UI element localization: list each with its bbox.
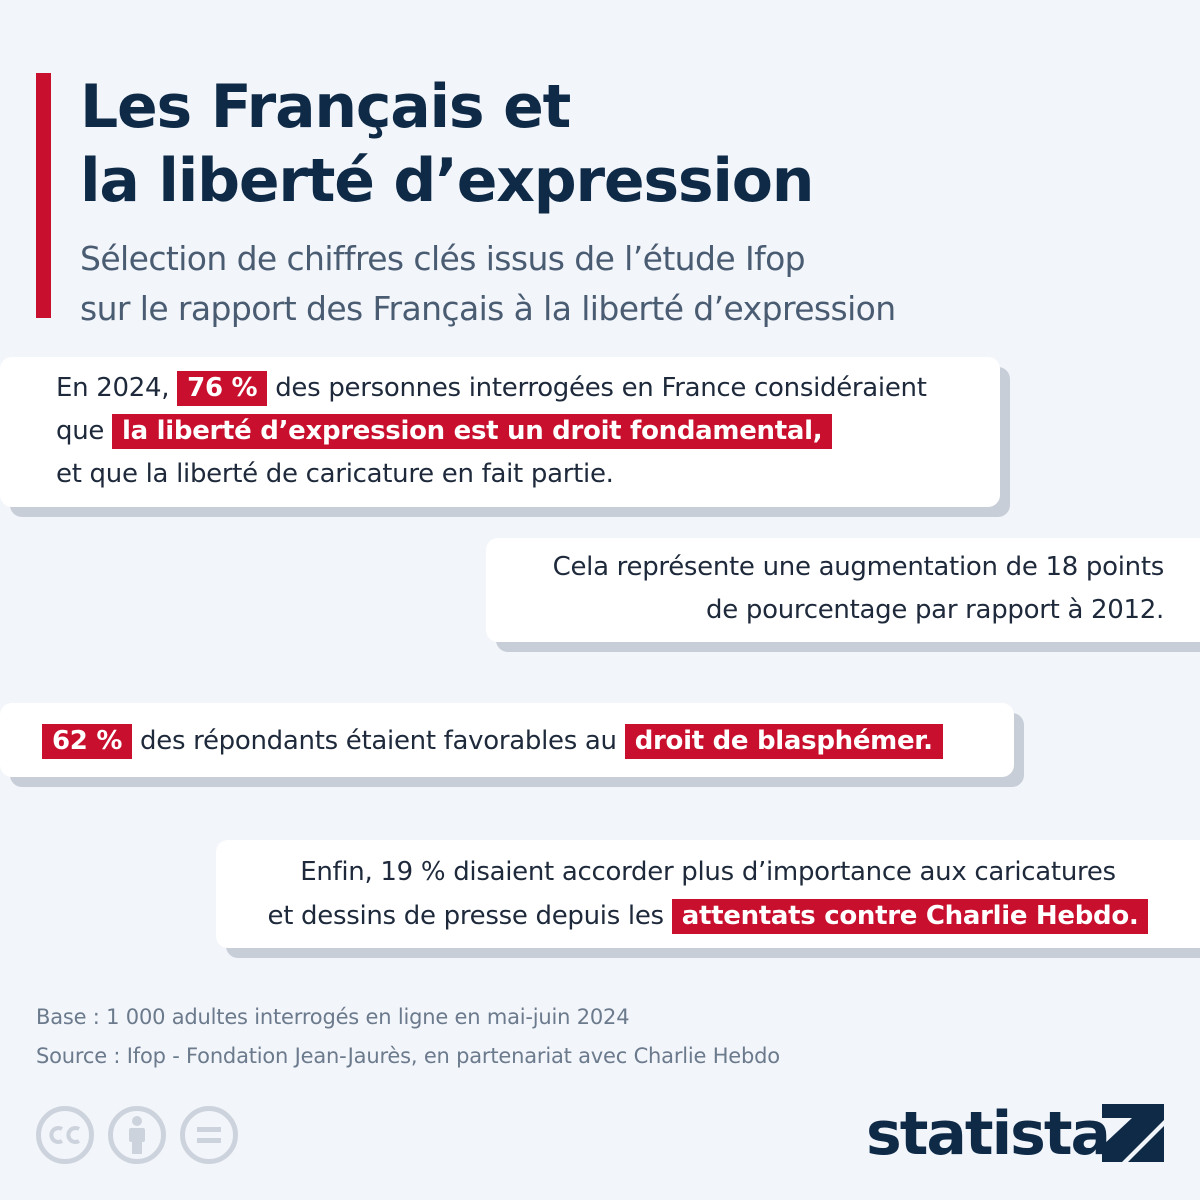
highlight-fundamental-right: la liberté d’expression est un droit fon… (112, 414, 833, 449)
title-line-2: la liberté d’expression (80, 146, 814, 216)
attribution-icon[interactable] (108, 1106, 166, 1164)
title-accent-bar (36, 73, 51, 318)
fact-card-blasphemy: 62 % des répondants étaient favorables a… (0, 703, 1014, 777)
subtitle-line-2: sur le rapport des Français à la liberté… (80, 289, 896, 328)
subtitle-line-1: Sélection de chiffres clés issus de l’ét… (80, 239, 806, 278)
statista-logo[interactable]: statista (866, 1096, 1166, 1176)
fact-text: des personnes interrogées en France cons… (267, 373, 927, 403)
source-note: Source : Ifop - Fondation Jean-Jaurès, e… (36, 1044, 780, 1068)
fact-line: Enfin, 19 % disaient accorder plus d’imp… (300, 857, 1116, 887)
fact-text: et dessins de presse depuis les (267, 901, 672, 931)
page-title: Les Français et la liberté d’expression (80, 70, 1160, 218)
highlight-62-percent: 62 % (42, 724, 133, 759)
fact-text: que (56, 416, 113, 446)
logo-wordmark: statista (866, 1099, 1111, 1169)
fact-line: que la liberté d’expression est un droit… (56, 410, 1000, 453)
cc-icon[interactable] (36, 1106, 94, 1164)
highlight-76-percent: 76 % (177, 371, 268, 406)
fact-line: Cela représente une augmentation de 18 p… (552, 552, 1165, 582)
fact-card-charlie-hebdo: Enfin, 19 % disaient accorder plus d’imp… (216, 840, 1200, 948)
highlight-blasphemy: droit de blasphémer. (624, 724, 943, 759)
fact-line: 62 % des répondants étaient favorables a… (42, 719, 1014, 763)
source-notes: Base : 1 000 adultes interrogés en ligne… (36, 998, 780, 1076)
fact-card-increase: Cela représente une augmentation de 18 p… (486, 538, 1200, 642)
fact-card-fundamental-right: En 2024, 76 % des personnes interrogées … (0, 357, 1000, 507)
fact-line: et dessins de presse depuis les attentat… (238, 894, 1178, 938)
fact-text: En 2024, (56, 373, 178, 403)
title-line-1: Les Français et (80, 72, 571, 142)
fact-line: En 2024, 76 % des personnes interrogées … (56, 367, 1000, 410)
base-note: Base : 1 000 adultes interrogés en ligne… (36, 1005, 630, 1029)
page-subtitle: Sélection de chiffres clés issus de l’ét… (80, 234, 1180, 334)
fact-line: et que la liberté de caricature en fait … (56, 459, 614, 489)
statista-mark-icon (1102, 1104, 1164, 1162)
no-derivatives-icon[interactable] (180, 1106, 238, 1164)
highlight-charlie-hebdo: attentats contre Charlie Hebdo. (671, 899, 1149, 934)
fact-line: de pourcentage par rapport à 2012. (706, 595, 1164, 625)
fact-text: des répondants étaient favorables au (132, 726, 625, 756)
